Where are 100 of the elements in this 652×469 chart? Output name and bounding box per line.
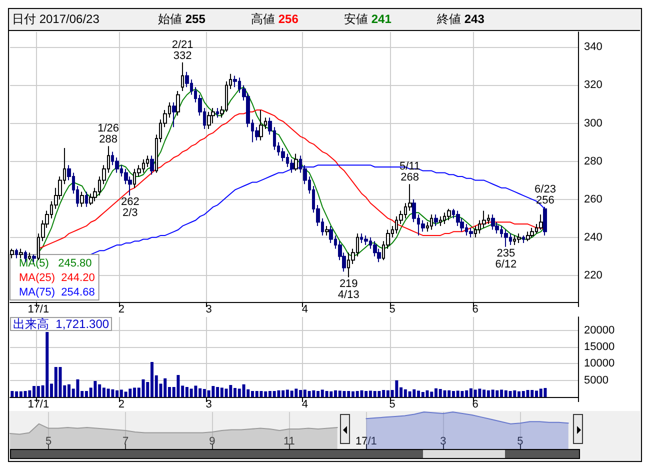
- bar: [474, 390, 477, 397]
- bar: [290, 390, 294, 397]
- bar: [508, 391, 512, 397]
- candlestick: [504, 229, 508, 248]
- bar: [426, 390, 429, 397]
- candlestick: [491, 214, 495, 230]
- candlestick: [430, 214, 433, 230]
- candlestick: [439, 216, 442, 226]
- bar: [272, 391, 276, 397]
- bar: [190, 388, 193, 397]
- bar: [530, 390, 534, 397]
- bar: [124, 392, 128, 397]
- candlestick: [172, 102, 176, 128]
- y-tick-label: 15000: [584, 341, 615, 353]
- x-tick-label: 3: [440, 436, 446, 448]
- bar: [526, 390, 530, 397]
- text: 安値 241: [344, 11, 392, 28]
- x-tick-label: 4: [302, 304, 308, 316]
- candlestick: [364, 234, 368, 246]
- y-tick-label: 240: [584, 231, 602, 244]
- bar: [539, 388, 542, 397]
- y-tick-label: 220: [584, 269, 602, 282]
- bar: [294, 388, 298, 397]
- text: 高値 256: [251, 11, 298, 28]
- chart-title: 出来高 1,721.300: [13, 317, 110, 331]
- y-tick-label: 280: [584, 155, 602, 168]
- y-tick-label: 20000: [584, 324, 615, 336]
- bar: [260, 391, 263, 397]
- bar: [46, 332, 49, 397]
- candlestick: [207, 111, 211, 130]
- y-tick-label: 5000: [584, 374, 608, 386]
- y-tick-label: 10000: [584, 358, 615, 370]
- x-tick-label: 5: [45, 436, 52, 448]
- bar: [460, 391, 464, 397]
- bar: [478, 388, 482, 397]
- bar: [207, 390, 210, 397]
- annotation: 2/21 332: [172, 38, 194, 62]
- bar: [443, 390, 446, 397]
- candlestick: [325, 225, 329, 236]
- bar: [142, 379, 145, 397]
- bar: [54, 367, 58, 397]
- y-tick-label: 340: [584, 41, 602, 54]
- bar: [325, 391, 328, 397]
- bar: [308, 391, 311, 397]
- annotation: 262 2/3: [120, 196, 140, 220]
- x-tick-label: 4: [302, 398, 308, 410]
- text: 始値 255: [158, 11, 206, 28]
- bar: [342, 391, 346, 397]
- x-tick-label: 11: [283, 436, 295, 448]
- candlestick: [539, 214, 543, 230]
- candlestick: [447, 208, 451, 221]
- x-tick-label: 5: [517, 436, 524, 448]
- x-tick-label: 17/1: [355, 436, 377, 448]
- bar: [373, 391, 376, 397]
- bar: [456, 390, 460, 397]
- candlestick: [434, 214, 438, 226]
- annotation: 219 4/13: [338, 278, 360, 301]
- bar: [330, 391, 333, 397]
- bar: [229, 385, 232, 397]
- chart-title: 日付 2017/06/23: [12, 11, 100, 28]
- annotation: 6/23 256: [534, 183, 556, 206]
- bar: [277, 390, 280, 397]
- bar: [176, 375, 180, 397]
- bar: [496, 390, 499, 397]
- bar: [438, 389, 442, 397]
- bar: [312, 390, 316, 397]
- candlestick: [530, 227, 534, 238]
- bar: [10, 391, 14, 397]
- candlestick: [526, 231, 530, 242]
- bar: [408, 391, 412, 397]
- bar: [356, 391, 359, 397]
- x-tick-label: 7: [122, 436, 129, 448]
- candlestick: [150, 155, 154, 176]
- candlestick: [543, 206, 547, 236]
- bar: [491, 390, 494, 397]
- bar: [76, 379, 80, 397]
- candlestick: [216, 108, 219, 118]
- candlestick: [522, 234, 525, 244]
- annotation: 1/26 288: [98, 122, 120, 146]
- x-tick-label: 17/1: [28, 304, 50, 316]
- bar: [338, 390, 342, 397]
- y-tick-label: 320: [584, 79, 602, 92]
- x-tick-label: 3: [206, 398, 212, 410]
- x-tick-label: 9: [209, 436, 216, 448]
- candlestick: [469, 227, 473, 238]
- bar: [412, 389, 416, 397]
- y-tick-label: 260: [584, 193, 602, 206]
- x-tick-label: 17/1: [28, 398, 50, 410]
- series-label: MA(5) 245.80: [19, 258, 92, 270]
- bar: [94, 381, 97, 397]
- bar: [430, 392, 434, 397]
- candlestick: [15, 248, 18, 259]
- bar: [224, 388, 228, 397]
- bar: [128, 388, 132, 397]
- text: MA(25) 244.20: [19, 272, 95, 284]
- bar: [544, 388, 547, 397]
- candlestick: [259, 109, 263, 141]
- bar: [111, 389, 114, 397]
- y-tick-label: 300: [584, 117, 602, 130]
- x-tick-label: 3: [206, 304, 212, 316]
